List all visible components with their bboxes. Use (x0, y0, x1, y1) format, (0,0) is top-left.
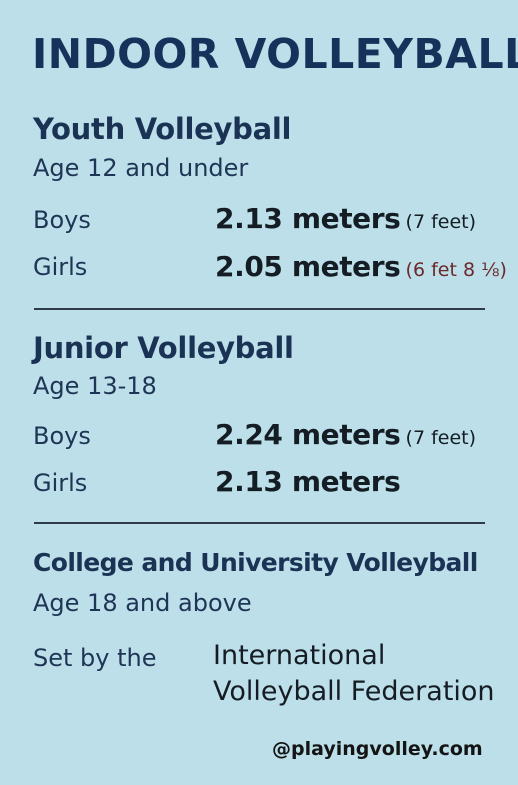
youth-girls-value: 2.05 meters (215, 250, 401, 283)
college-age: Age 18 and above (33, 589, 252, 617)
federation-name: International Volleyball Federation (213, 638, 495, 710)
youth-boys-unit: (7 feet) (405, 211, 477, 233)
set-by-label: Set by the (33, 644, 157, 672)
federation-line-2: Volleyball Federation (213, 676, 495, 707)
youth-girls-row: 2.05 meters (6 fet 8 ⅛) (215, 250, 507, 283)
youth-boys-value: 2.13 meters (215, 202, 401, 235)
page-title: INDOOR VOLLEYBALL (32, 30, 518, 78)
junior-girls-value: 2.13 meters (215, 465, 401, 498)
junior-girls-row: 2.13 meters (215, 465, 401, 498)
junior-age: Age 13-18 (33, 372, 157, 400)
section-divider (34, 522, 485, 524)
youth-girls-label: Girls (33, 253, 88, 281)
federation-line-1: International (213, 640, 386, 671)
youth-girls-unit: (6 fet 8 ⅛) (405, 259, 507, 281)
youth-age: Age 12 and under (33, 154, 249, 182)
site-handle: @playingvolley.com (272, 738, 483, 760)
junior-heading: Junior Volleyball (33, 331, 294, 365)
youth-boys-label: Boys (33, 206, 91, 234)
youth-boys-row: 2.13 meters (7 feet) (215, 202, 476, 235)
junior-boys-value: 2.24 meters (215, 418, 401, 451)
junior-boys-row: 2.24 meters (7 feet) (215, 418, 476, 451)
junior-boys-label: Boys (33, 422, 91, 450)
junior-boys-unit: (7 feet) (405, 427, 477, 449)
youth-heading: Youth Volleyball (33, 112, 292, 146)
section-divider (34, 308, 485, 310)
junior-girls-label: Girls (33, 469, 88, 497)
college-heading: College and University Volleyball (33, 548, 478, 577)
